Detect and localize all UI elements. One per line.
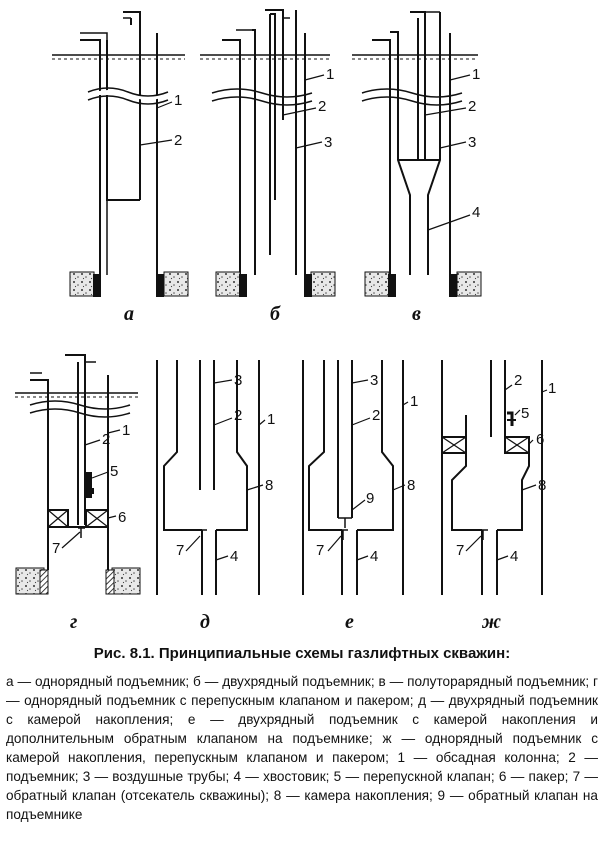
label-2: 2 [514, 372, 522, 389]
label-7: 7 [316, 542, 324, 559]
scheme-v [352, 11, 482, 297]
label-7: 7 [176, 542, 184, 559]
label-1: 1 [174, 92, 182, 109]
label-4: 4 [472, 204, 480, 221]
label-1: 1 [410, 393, 418, 410]
label-8: 8 [265, 477, 273, 494]
label-7: 7 [52, 540, 60, 557]
panel-letter-zh: ж [481, 611, 501, 633]
label-8: 8 [407, 477, 415, 494]
label-5: 5 [110, 463, 118, 480]
label-3: 3 [370, 372, 378, 389]
labels-d: 3 2 1 8 7 4 [176, 372, 275, 565]
label-4: 4 [230, 548, 238, 565]
label-1: 1 [122, 422, 130, 439]
label-8: 8 [538, 477, 546, 494]
label-2: 2 [468, 98, 476, 115]
label-6: 6 [118, 509, 126, 526]
labels-e: 3 2 1 9 8 7 4 [316, 372, 418, 565]
label-3: 3 [468, 134, 476, 151]
scheme-g [15, 354, 141, 595]
label-2: 2 [318, 98, 326, 115]
scheme-e [302, 360, 409, 595]
labels-b: 1 2 3 [318, 66, 334, 151]
figure-caption: а — однорядный подъемник; б — двухрядный… [6, 674, 598, 822]
label-2: 2 [234, 407, 242, 424]
labels-v: 1 2 3 4 [468, 66, 480, 221]
labels-zh: 2 1 5 6 8 7 4 [456, 372, 556, 565]
labels-g: 1 2 5 6 7 [52, 422, 130, 557]
panel-letter-e: е [345, 611, 354, 633]
label-7: 7 [456, 542, 464, 559]
label-2: 2 [174, 132, 182, 149]
label-5: 5 [521, 405, 529, 422]
figure-title: Рис. 8.1. Принципиальные схемы газлифтны… [93, 645, 511, 662]
scheme-b [200, 9, 336, 297]
scheme-a [52, 11, 189, 297]
label-3: 3 [324, 134, 332, 151]
label-1: 1 [472, 66, 480, 83]
panel-letter-g: г [70, 611, 77, 633]
scheme-d [156, 360, 266, 595]
label-9: 9 [366, 490, 374, 507]
label-2: 2 [372, 407, 380, 424]
label-4: 4 [370, 548, 378, 565]
panel-letter-v: в [412, 303, 421, 325]
label-4: 4 [510, 548, 518, 565]
label-2: 2 [102, 431, 110, 448]
gaslift-wells-diagram: 1 2 1 2 3 1 2 3 4 1 2 5 6 7 3 2 1 8 7 4 … [15, 9, 556, 633]
panel-letter-b: б [270, 303, 281, 325]
label-1: 1 [326, 66, 334, 83]
label-1: 1 [548, 380, 556, 397]
panel-letter-a: а [124, 303, 134, 325]
labels-a: 1 2 [174, 92, 182, 149]
panel-letter-d: д [200, 611, 210, 633]
label-1: 1 [267, 411, 275, 428]
label-3: 3 [234, 372, 242, 389]
scheme-zh [441, 360, 548, 595]
label-6: 6 [536, 431, 544, 448]
